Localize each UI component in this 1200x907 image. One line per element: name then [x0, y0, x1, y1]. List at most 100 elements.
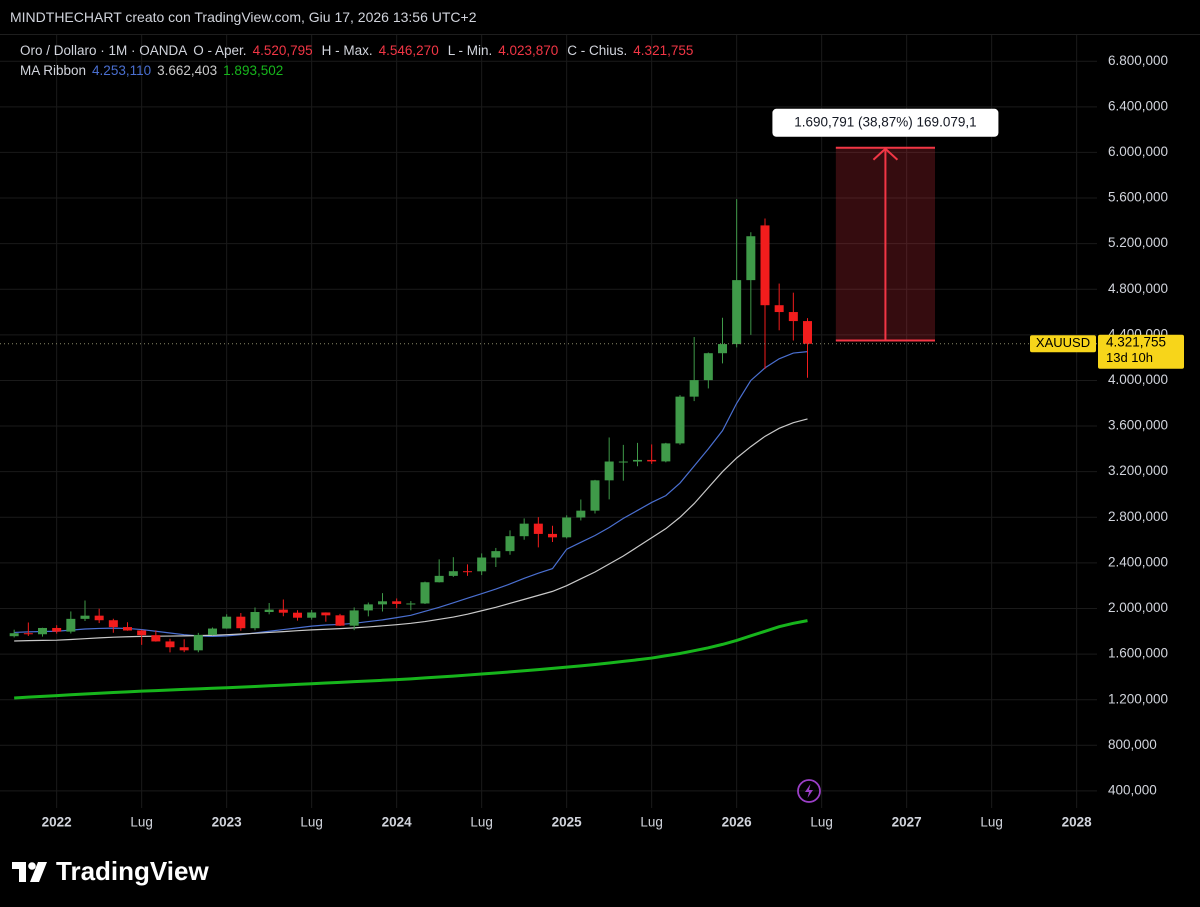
header-border: [0, 34, 1200, 35]
candle-body: [803, 321, 812, 344]
candle-body: [23, 633, 33, 635]
alert-icon[interactable]: [797, 779, 821, 803]
candle-body: [66, 618, 76, 632]
price-tag-countdown: 13d 10h: [1106, 350, 1153, 365]
ma-line: [14, 351, 808, 638]
candle-body: [208, 628, 217, 635]
candle-body: [562, 517, 572, 538]
logo-part: [30, 862, 47, 882]
candle-body: [675, 396, 685, 444]
y-tick-label: 6.800,000: [1108, 53, 1168, 68]
candle-body: [491, 551, 501, 558]
x-tick-label: Lug: [300, 815, 323, 830]
candle-body: [448, 571, 458, 576]
price-tag: [1098, 334, 1184, 369]
candle-body: [94, 615, 104, 621]
ohlc-legend: Oro / Dollaro · 1M · OANDA O - Aper. 4.520…: [20, 43, 702, 58]
y-tick-label: 5.200,000: [1108, 235, 1168, 250]
x-tick-label: 2023: [212, 815, 243, 830]
candle-body: [321, 612, 331, 616]
y-tick-label: 1.600,000: [1108, 646, 1168, 661]
symbol-tag: [1030, 335, 1096, 353]
ohlc-name: C - Chius.: [567, 43, 628, 58]
ma-line: [14, 619, 808, 700]
plot-area: [0, 146, 1097, 700]
candle-body: [151, 635, 161, 642]
logo-part: [12, 862, 26, 882]
ma-line: [14, 418, 808, 642]
ohlc-name: O - Aper.: [193, 43, 247, 58]
candle-body: [9, 633, 19, 637]
candle-body: [760, 225, 770, 306]
y-tick-label: 1.200,000: [1108, 691, 1168, 706]
candle-body: [38, 627, 47, 635]
y-tick-label: 2.800,000: [1108, 509, 1168, 524]
x-tick-label: 2022: [42, 815, 72, 830]
candle-body: [774, 305, 784, 313]
candle-body: [335, 615, 345, 626]
candle-body: [703, 353, 713, 381]
indicator-value: 3.662,403: [157, 63, 218, 78]
y-tick-label: 5.600,000: [1108, 190, 1168, 205]
ohlc-value: 4.546,270: [378, 43, 439, 58]
candle-body: [406, 603, 416, 605]
candle-body: [179, 647, 189, 651]
ohlc-value: 4.023,870: [498, 43, 559, 58]
candle-body: [420, 582, 430, 604]
candle-body: [378, 601, 387, 605]
candle-body: [434, 575, 444, 583]
candle-body: [264, 609, 274, 613]
x-tick-label: Lug: [640, 815, 663, 830]
candle-body: [108, 620, 118, 628]
x-tick-label: 2028: [1062, 815, 1093, 830]
candle-body: [718, 344, 727, 354]
y-tick-label: 800,000: [1108, 737, 1157, 752]
measure-label-box: [772, 108, 999, 137]
x-tick-label: 2026: [722, 815, 753, 830]
candle-body: [250, 612, 260, 629]
candle-body: [788, 312, 798, 322]
candle-body: [165, 641, 175, 648]
symbol-title: Oro / Dollaro · 1M · OANDA: [20, 43, 188, 58]
alert-circle: [797, 779, 821, 803]
x-tick-label: 2024: [382, 815, 413, 830]
x-tick-label: Lug: [980, 815, 1003, 830]
x-tick-label: Lug: [470, 815, 493, 830]
candle-body: [293, 612, 302, 618]
candle-body: [689, 380, 699, 397]
candle-body: [392, 601, 402, 604]
indicator-value: 1.893,502: [223, 63, 284, 78]
candle-body: [633, 459, 642, 462]
candle-body: [193, 634, 203, 651]
x-tick-label: Lug: [810, 815, 833, 830]
y-tick-label: 400,000: [1108, 782, 1157, 797]
grid: [0, 35, 1097, 808]
y-tick-label: 4.800,000: [1108, 281, 1168, 296]
candle-body: [278, 609, 288, 613]
candle-body: [307, 612, 317, 618]
candle-body: [533, 523, 543, 534]
candle-body: [349, 610, 359, 626]
measure-label: 1.690,791 (38,87%) 169.079,1: [794, 114, 976, 129]
y-tick-label: 6.000,000: [1108, 144, 1168, 159]
alert-bolt: [805, 784, 813, 798]
candle-body: [505, 536, 515, 552]
x-tick-label: 2027: [892, 815, 922, 830]
candle-body: [661, 443, 671, 462]
axes: 400,000 800,000 1.200,000 1.600,000 2.000,00…: [42, 53, 1184, 830]
brand: TradingView: [56, 856, 209, 886]
candle-body: [52, 627, 62, 632]
y-tick-label: 2.000,000: [1108, 600, 1168, 615]
y-tick-label: 2.400,000: [1108, 554, 1168, 569]
candle-body: [618, 461, 628, 463]
x-tick-label: 2025: [552, 815, 583, 830]
x-tick-label: Lug: [130, 815, 153, 830]
ohlc-name: H - Max.: [321, 43, 373, 58]
candle-body: [363, 604, 373, 611]
candle-body: [222, 616, 232, 629]
candle-body: [477, 557, 487, 572]
candle-body: [123, 627, 132, 631]
measure-arrowhead: [872, 147, 899, 161]
